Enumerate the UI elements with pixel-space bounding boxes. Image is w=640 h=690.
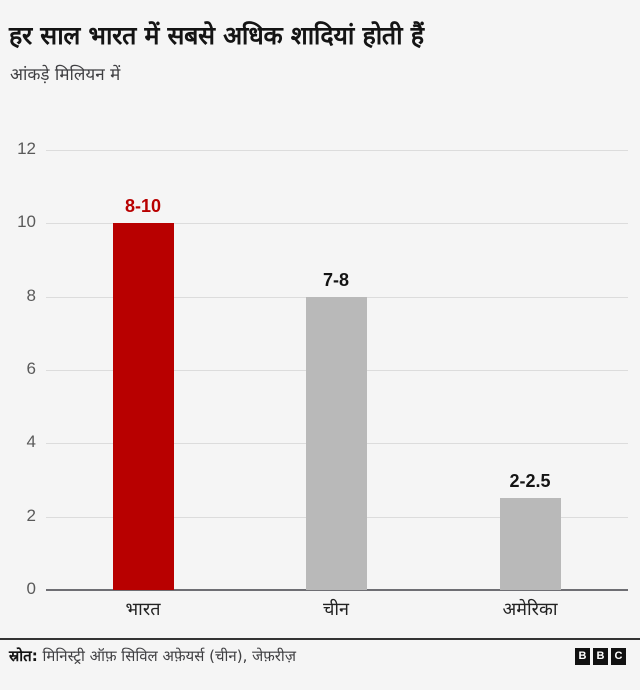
y-axis-tick-label: 10 [17,212,36,232]
bbc-logo: B B C [575,648,626,665]
source-text: मिनिस्ट्री ऑफ़ सिविल अफ़ेयर्स (चीन), जेफ… [42,647,296,665]
x-axis-line [46,589,628,591]
source-note: स्रोत: मिनिस्ट्री ऑफ़ सिविल अफ़ेयर्स (ची… [9,646,296,666]
bar [305,296,367,590]
bar [499,498,561,590]
bbc-logo-letter: B [575,648,590,665]
chart-subtitle: आंकड़े मिलियन में [10,65,121,85]
y-axis-tick-label: 0 [26,579,36,598]
y-axis-tick-label: 6 [26,359,36,378]
source-label: स्रोत: [9,647,38,665]
bar-value-label: 8-10 [124,196,162,217]
y-axis-tick-label: 12 [17,139,36,158]
bar-value-label: 7-8 [322,269,349,290]
bbc-logo-letter: B [593,648,608,665]
x-axis-category-label: भारत [125,599,161,620]
bar [112,223,174,590]
x-axis-category-label: चीन [322,599,350,620]
chart-title: हर साल भारत में सबसे अधिक शादियां होती ह… [9,21,424,50]
bar-value-label: 2-2.5 [509,471,551,492]
y-axis-tick-label: 4 [26,432,36,452]
footer-divider [0,638,640,640]
gridline [46,223,628,225]
bbc-logo-letter: C [611,648,626,665]
gridline [46,150,628,151]
y-axis-tick-label: 2 [26,505,36,525]
y-axis-tick-label: 8 [26,285,36,305]
x-axis-category-label: अमेरिका [502,599,558,620]
